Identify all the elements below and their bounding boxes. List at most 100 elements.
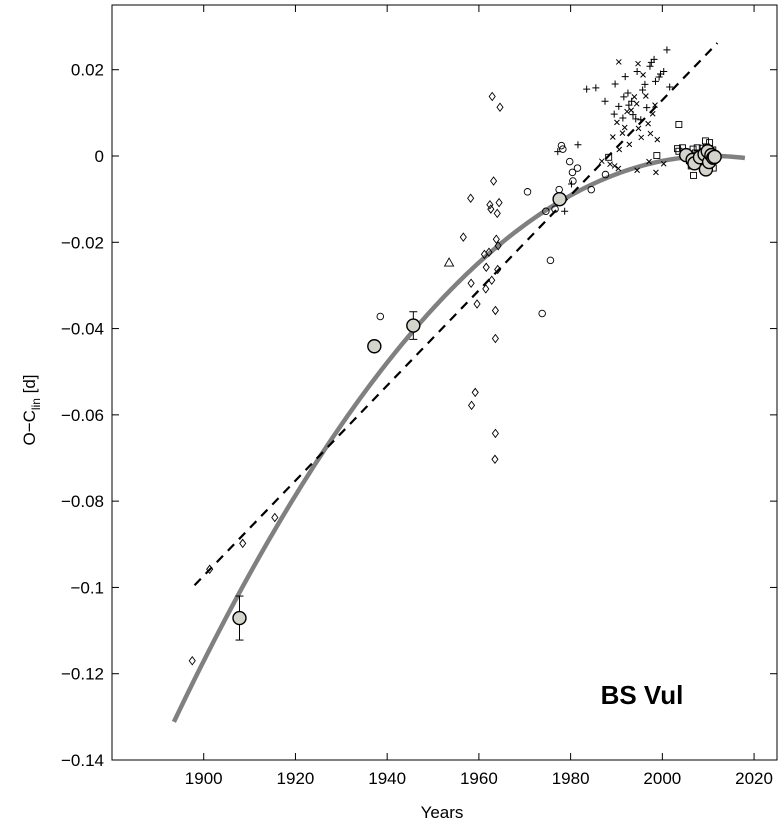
cross-point — [635, 60, 641, 67]
cross-point — [624, 108, 630, 115]
circle-point — [551, 205, 559, 213]
diamond-point — [486, 200, 494, 210]
x-tick-label: 1940 — [368, 769, 406, 788]
diamond-point — [491, 305, 499, 316]
plus-point — [655, 73, 663, 81]
circle-point — [538, 309, 546, 318]
star-name-annotation: BS Vul — [601, 680, 684, 710]
plus-point — [637, 116, 645, 124]
cross-point — [660, 160, 667, 167]
y-axis-label-main: O−C — [20, 410, 39, 445]
plus-point — [632, 115, 640, 123]
diamond-point — [467, 400, 476, 411]
cross-point — [609, 134, 616, 140]
plus-point — [641, 80, 649, 88]
x-tick-label: 2020 — [735, 769, 773, 788]
y-tick-label: −0.02 — [61, 233, 104, 252]
cross-point — [619, 130, 626, 136]
weighted-point — [552, 191, 567, 207]
y-tick-label: −0.1 — [70, 578, 104, 597]
plus-point — [639, 86, 647, 94]
diamond-point — [482, 284, 490, 294]
circle-point — [557, 141, 566, 150]
data-markers — [188, 46, 722, 666]
circle-point — [559, 145, 567, 153]
quadratic-fit-curve — [171, 153, 746, 723]
y-tick-label: −0.08 — [61, 492, 104, 511]
x-tick-label: 1920 — [277, 769, 315, 788]
diamond-point — [491, 428, 499, 439]
circle-point — [573, 164, 582, 172]
cross-point — [615, 59, 622, 65]
cross-point — [645, 120, 651, 127]
cross-point — [611, 163, 618, 169]
diamond-point — [471, 387, 479, 398]
cross-point — [652, 102, 658, 108]
cross-point — [654, 136, 661, 143]
diamond-point — [459, 232, 467, 242]
circle-point — [376, 312, 385, 321]
triangle-point — [443, 257, 455, 267]
plus-point — [568, 180, 576, 188]
circle-point — [542, 207, 550, 215]
y-tick-label: −0.12 — [61, 665, 104, 684]
diamond-point — [491, 333, 499, 344]
fit-lines — [171, 42, 746, 723]
plus-point — [625, 101, 633, 109]
cross-point — [598, 158, 605, 165]
cross-point — [642, 93, 649, 99]
plus-point — [620, 93, 628, 101]
axis-ticks: 1900 1920 1940 1960 1980 2000 2020 0.02 0 −0.02 −0… — [61, 5, 777, 788]
plus-point — [601, 97, 609, 105]
plus-point — [574, 141, 582, 149]
plus-point — [646, 62, 654, 70]
cross-point — [634, 167, 640, 174]
diamond-point — [488, 275, 496, 286]
cross-point — [626, 141, 633, 148]
diamond-point — [467, 193, 475, 204]
cross-point — [616, 146, 623, 153]
axes-frame — [111, 4, 778, 761]
plus-point — [619, 114, 627, 122]
square-point — [675, 121, 683, 128]
plus-point — [610, 110, 618, 118]
plus-point — [615, 102, 623, 110]
y-tick-label: −0.04 — [61, 320, 104, 339]
cross-point — [638, 134, 645, 141]
cross-point — [633, 100, 640, 107]
circle-point — [569, 177, 577, 185]
plus-point — [633, 67, 641, 75]
diamond-point — [496, 102, 504, 112]
diamond-point — [206, 564, 214, 575]
diamond-point — [490, 176, 498, 186]
cross-point — [646, 158, 652, 165]
weighted-point — [367, 339, 382, 354]
square-point — [605, 153, 613, 161]
x-axis-label: Years — [421, 803, 464, 822]
y-axis-label-sub: lin — [29, 398, 43, 410]
y-tick-label: 0.02 — [71, 61, 104, 80]
plus-point — [660, 67, 668, 75]
y-axis-label: O−Clin [d] — [20, 374, 43, 445]
circle-point — [601, 170, 610, 179]
cross-point — [653, 169, 659, 176]
cross-point — [628, 107, 635, 114]
plus-point — [651, 77, 659, 85]
y-axis-label-unit: [d] — [20, 374, 39, 398]
plus-point — [643, 104, 651, 112]
diamond-point — [491, 454, 499, 465]
square-point — [702, 137, 709, 145]
diamond-point — [482, 262, 490, 273]
plus-point — [621, 73, 629, 81]
diamond-point — [492, 234, 500, 245]
y-tick-label: −0.06 — [61, 406, 104, 425]
x-tick-label: 1980 — [552, 769, 590, 788]
plus-point — [624, 89, 632, 97]
linear-fit-line — [193, 42, 719, 587]
diamond-point — [467, 278, 475, 289]
circle-point — [568, 168, 577, 177]
diamond-point — [488, 91, 496, 102]
plus-point — [628, 97, 636, 105]
cross-point — [647, 130, 654, 137]
